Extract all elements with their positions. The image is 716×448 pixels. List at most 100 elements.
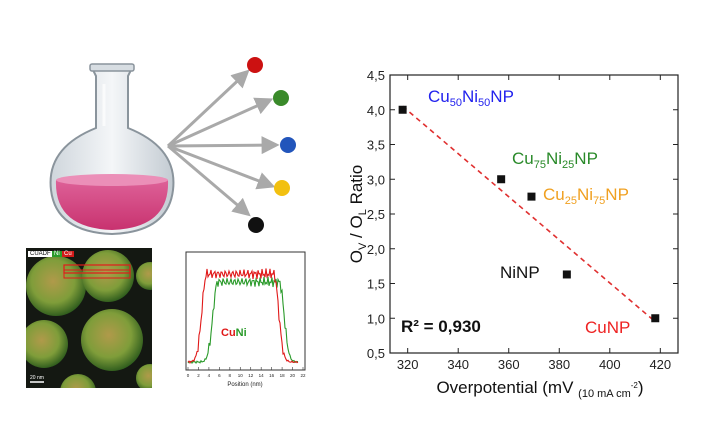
label-part: NP [605, 185, 629, 204]
label-part: NP [574, 149, 598, 168]
x-label-main: Overpotential (mV [436, 378, 578, 397]
profile-tick-label: 4 [208, 373, 211, 378]
arrow-to-green-dot [167, 97, 274, 148]
label-part: Cu [543, 185, 565, 204]
y-tick-label: 0,5 [367, 346, 385, 361]
solution-surface [56, 174, 168, 186]
synthesis-arrows [166, 69, 280, 217]
flask-illustration [49, 63, 175, 236]
data-point [562, 270, 571, 279]
y-axis-label: OV / OL Ratio [347, 165, 369, 264]
y-label-part: V [357, 242, 369, 250]
x-label-sup: -2 [631, 381, 639, 390]
black-dot [248, 217, 264, 233]
y-tick-label: 1,5 [367, 277, 385, 292]
profile-tick-label: 2 [197, 373, 200, 378]
profile-tick-label: 22 [300, 373, 306, 378]
line-profile-plot: 0 2 4 6 8 10 12 14 16 18 20 22 CuNi Position (nm) [185, 251, 306, 388]
em-particles [26, 250, 152, 388]
profile-legend: CuNi [221, 327, 247, 339]
flask-rim [89, 63, 135, 72]
legend-cu: Cu [221, 327, 236, 339]
x-axis-label: Overpotential (mV (10 mA cm-2) [436, 378, 643, 400]
y-tick-label: 4,0 [367, 103, 385, 118]
x-tick-label: 400 [599, 357, 621, 372]
label-part: 75 [593, 195, 605, 207]
yellow-dot [274, 180, 290, 196]
label-cunp: CuNP [585, 318, 630, 337]
em-tag-ni: Ni [52, 251, 62, 257]
label-part: Ni [462, 87, 478, 106]
arrow-to-blue-dot [167, 136, 280, 155]
profile-tick-label: 0 [187, 373, 190, 378]
em-line-scan-box-2 [63, 269, 131, 279]
label-part: Ni [577, 185, 593, 204]
label-part: Cu [428, 87, 450, 106]
x-tick-label: 380 [548, 357, 570, 372]
label-part: Cu [512, 149, 534, 168]
data-point [398, 105, 407, 114]
chart-axes: 320 340 360 380 400 420 0,5 1,0 1,5 2,0 2,5 3,0 3,5 4… [367, 68, 678, 372]
y-tick-label: 2,5 [367, 207, 385, 222]
profile-tick-label: 16 [269, 373, 275, 378]
label-cu50ni50np: Cu50Ni50NP [428, 87, 514, 109]
linear-fit-line [402, 105, 656, 323]
em-tag-cuadf: CUADF [28, 251, 53, 257]
x-tick-label: 360 [498, 357, 520, 372]
label-part: Ni [546, 149, 562, 168]
pink-solution [55, 175, 169, 230]
label-part: 50 [450, 97, 462, 109]
profile-tick-label: 6 [218, 373, 221, 378]
profile-tick-label: 12 [248, 373, 254, 378]
profile-tick-label: 14 [259, 373, 265, 378]
profile-tick-label: 20 [290, 373, 296, 378]
label-cu75ni25np: Cu75Ni25NP [512, 149, 598, 171]
label-cu25ni75np: Cu25Ni75NP [543, 185, 629, 207]
y-tick-label: 1,0 [367, 311, 385, 326]
y-label-part: / O [347, 215, 366, 242]
green-dot [273, 90, 289, 106]
y-tick-label: 4,5 [367, 68, 385, 83]
legend-ni: Ni [236, 327, 247, 339]
blue-dot [280, 137, 296, 153]
em-image: 20 nm [26, 248, 152, 388]
em-line-scan-box [63, 264, 131, 274]
red-dot [247, 57, 263, 73]
label-part: CuNP [585, 318, 630, 337]
y-tick-label: 2,0 [367, 242, 385, 257]
y-label-part: L [357, 209, 369, 215]
em-tag-cu: Cu [62, 251, 74, 257]
ni-profile-line [187, 276, 299, 365]
ratio-chart: 320 340 360 380 400 420 0,5 1,0 1,5 2,0 2,5 3,0 3,5 4… [347, 68, 679, 400]
chart-points [398, 105, 660, 323]
label-part: 25 [565, 195, 577, 207]
x-tick-label: 420 [649, 357, 671, 372]
profile-tick-label: 8 [229, 373, 232, 378]
nanoparticle-dots [247, 57, 296, 233]
arrow-to-black-dot [167, 144, 251, 217]
x-label-sub: (10 mA cm [578, 388, 631, 400]
arrow-to-yellow-dot [167, 144, 276, 190]
x-label-close: ) [638, 378, 644, 397]
profile-frame [185, 251, 306, 371]
profile-tick-label: 10 [238, 373, 244, 378]
label-part: NiNP [500, 263, 540, 282]
label-part: 25 [562, 159, 574, 171]
em-scale-text: 20 nm [30, 375, 44, 381]
y-tick-label: 3,5 [367, 138, 385, 153]
label-part: NP [490, 87, 514, 106]
chart-frame [389, 74, 679, 354]
y-label-part: Ratio [347, 165, 366, 209]
label-part: 50 [478, 97, 490, 109]
y-tick-label: 3,0 [367, 172, 385, 187]
label-part: 75 [534, 159, 546, 171]
data-point [651, 314, 660, 323]
y-label-part: O [347, 250, 366, 263]
arrow-to-red-dot [166, 69, 250, 148]
profile-x-label: Position (nm) [227, 382, 262, 388]
profile-x-ticks: 0 2 4 6 8 10 12 14 16 18 20 22 [187, 367, 306, 378]
cu-profile-line [187, 268, 299, 364]
x-tick-label: 340 [447, 357, 469, 372]
profile-tick-label: 18 [280, 373, 286, 378]
